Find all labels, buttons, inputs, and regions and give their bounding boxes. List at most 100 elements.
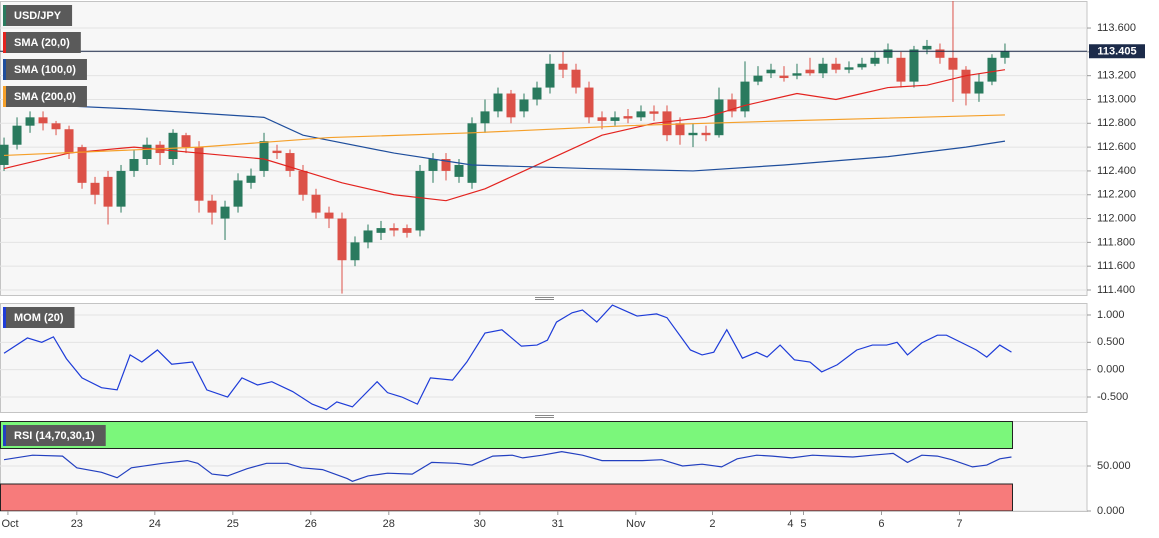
panel-splitter[interactable] [535, 297, 554, 300]
y-tick-label: 1.000 [1097, 309, 1125, 321]
legend-swatch [3, 425, 6, 446]
y-tick-label: 111.600 [1097, 260, 1135, 272]
series-line [3, 304, 1012, 411]
candle-body [545, 63, 555, 88]
candle-body [298, 170, 308, 195]
candle-body [350, 242, 360, 261]
candle-body [948, 57, 958, 70]
candle-body [363, 230, 373, 243]
candle-body [77, 147, 87, 183]
legend-item: RSI (14,70,30,1) [3, 425, 106, 446]
legend-box [3, 32, 81, 53]
candle-body [480, 111, 490, 124]
candle-body [1000, 51, 1010, 58]
x-tick-label: 30 [474, 518, 486, 530]
legend-label: MOM (20) [14, 312, 64, 324]
x-tick-label: 26 [305, 518, 317, 530]
candle-body [285, 153, 295, 171]
candle-body [25, 117, 35, 126]
legend-label: SMA (100,0) [14, 64, 76, 76]
x-tick-label: 24 [149, 518, 161, 530]
candle-body [974, 81, 984, 94]
candle-body [753, 75, 763, 82]
x-tick-label: 4 [787, 518, 793, 530]
x-tick-label: Nov [626, 518, 646, 530]
candle-body [376, 228, 386, 233]
y-tick-label: 0.000 [1097, 505, 1125, 517]
y-tick-label: 112.000 [1097, 212, 1136, 224]
candle-body [675, 123, 685, 136]
candle-body [831, 63, 841, 70]
candle-body [714, 99, 724, 136]
legend-item: SMA (200,0) [3, 86, 87, 107]
candle-body [64, 129, 74, 154]
panel-splitter[interactable] [535, 415, 554, 418]
candle-body [896, 57, 906, 82]
candle-body [233, 180, 243, 207]
series-line [3, 69, 1006, 202]
candle-body [636, 111, 646, 118]
candle-body [389, 228, 399, 231]
legend-label: RSI (14,70,30,1) [14, 430, 95, 442]
legend-label: SMA (200,0) [14, 91, 76, 103]
x-tick-label: 28 [383, 518, 395, 530]
x-tick-label: 2 [709, 518, 715, 530]
candle-body [506, 93, 516, 118]
y-tick-label: 50.000 [1097, 460, 1131, 472]
candle-body [428, 159, 438, 171]
candle-body [194, 147, 204, 201]
candle-body [909, 49, 919, 82]
candle-body [623, 116, 633, 119]
candle-body [103, 176, 113, 207]
candle-body [441, 159, 451, 171]
panel-background [0, 303, 1088, 413]
y-tick-label: 0.500 [1097, 336, 1125, 348]
y-tick-label: 113.600 [1097, 22, 1136, 34]
x-tick-label: 25 [227, 518, 239, 530]
legend-item: SMA (100,0) [3, 59, 87, 80]
plot-area [0, 304, 1087, 411]
candle-body [688, 132, 698, 136]
candle-body [259, 141, 269, 171]
candle-body [519, 99, 529, 112]
candle-body [870, 57, 880, 64]
candle-body [649, 111, 659, 114]
plot-area [0, 1, 1087, 294]
candle-body [701, 132, 711, 136]
y-tick-label: -0.500 [1097, 391, 1128, 403]
legend-label: SMA (20,0) [14, 37, 70, 49]
x-tick-label: 7 [956, 518, 962, 530]
candle-body [805, 69, 815, 74]
candle-body [766, 69, 776, 74]
candle-body [246, 175, 256, 183]
legend-box [3, 86, 87, 107]
candle-body [597, 117, 607, 121]
overbought-zone [0, 421, 1013, 449]
legend-swatch [3, 32, 6, 53]
legend-box [3, 425, 106, 446]
candle-body [610, 117, 620, 121]
x-tick-label: 31 [552, 518, 564, 530]
candle-body [961, 69, 971, 94]
y-tick-label: 112.800 [1097, 117, 1136, 129]
last-price-box [1089, 44, 1145, 59]
y-tick-label: 0.000 [1097, 364, 1125, 376]
x-tick-label: 23 [71, 518, 83, 530]
candle-body [51, 123, 61, 130]
candle-body [792, 73, 802, 76]
candle-body [220, 206, 230, 219]
legend-item: MOM (20) [3, 307, 75, 328]
legend-swatch [3, 59, 6, 80]
x-tick-label: Oct [1, 518, 18, 530]
y-tick-label: 112.200 [1097, 189, 1136, 201]
candle-body [935, 49, 945, 58]
series-line [4, 114, 1005, 157]
candle-body [740, 81, 750, 112]
y-tick-label: 113.200 [1097, 70, 1136, 82]
legend-label: USD/JPY [14, 10, 62, 22]
candle-body [779, 75, 789, 79]
plot-area [0, 421, 1087, 511]
candle-body [181, 135, 191, 148]
candle-body [129, 159, 139, 171]
